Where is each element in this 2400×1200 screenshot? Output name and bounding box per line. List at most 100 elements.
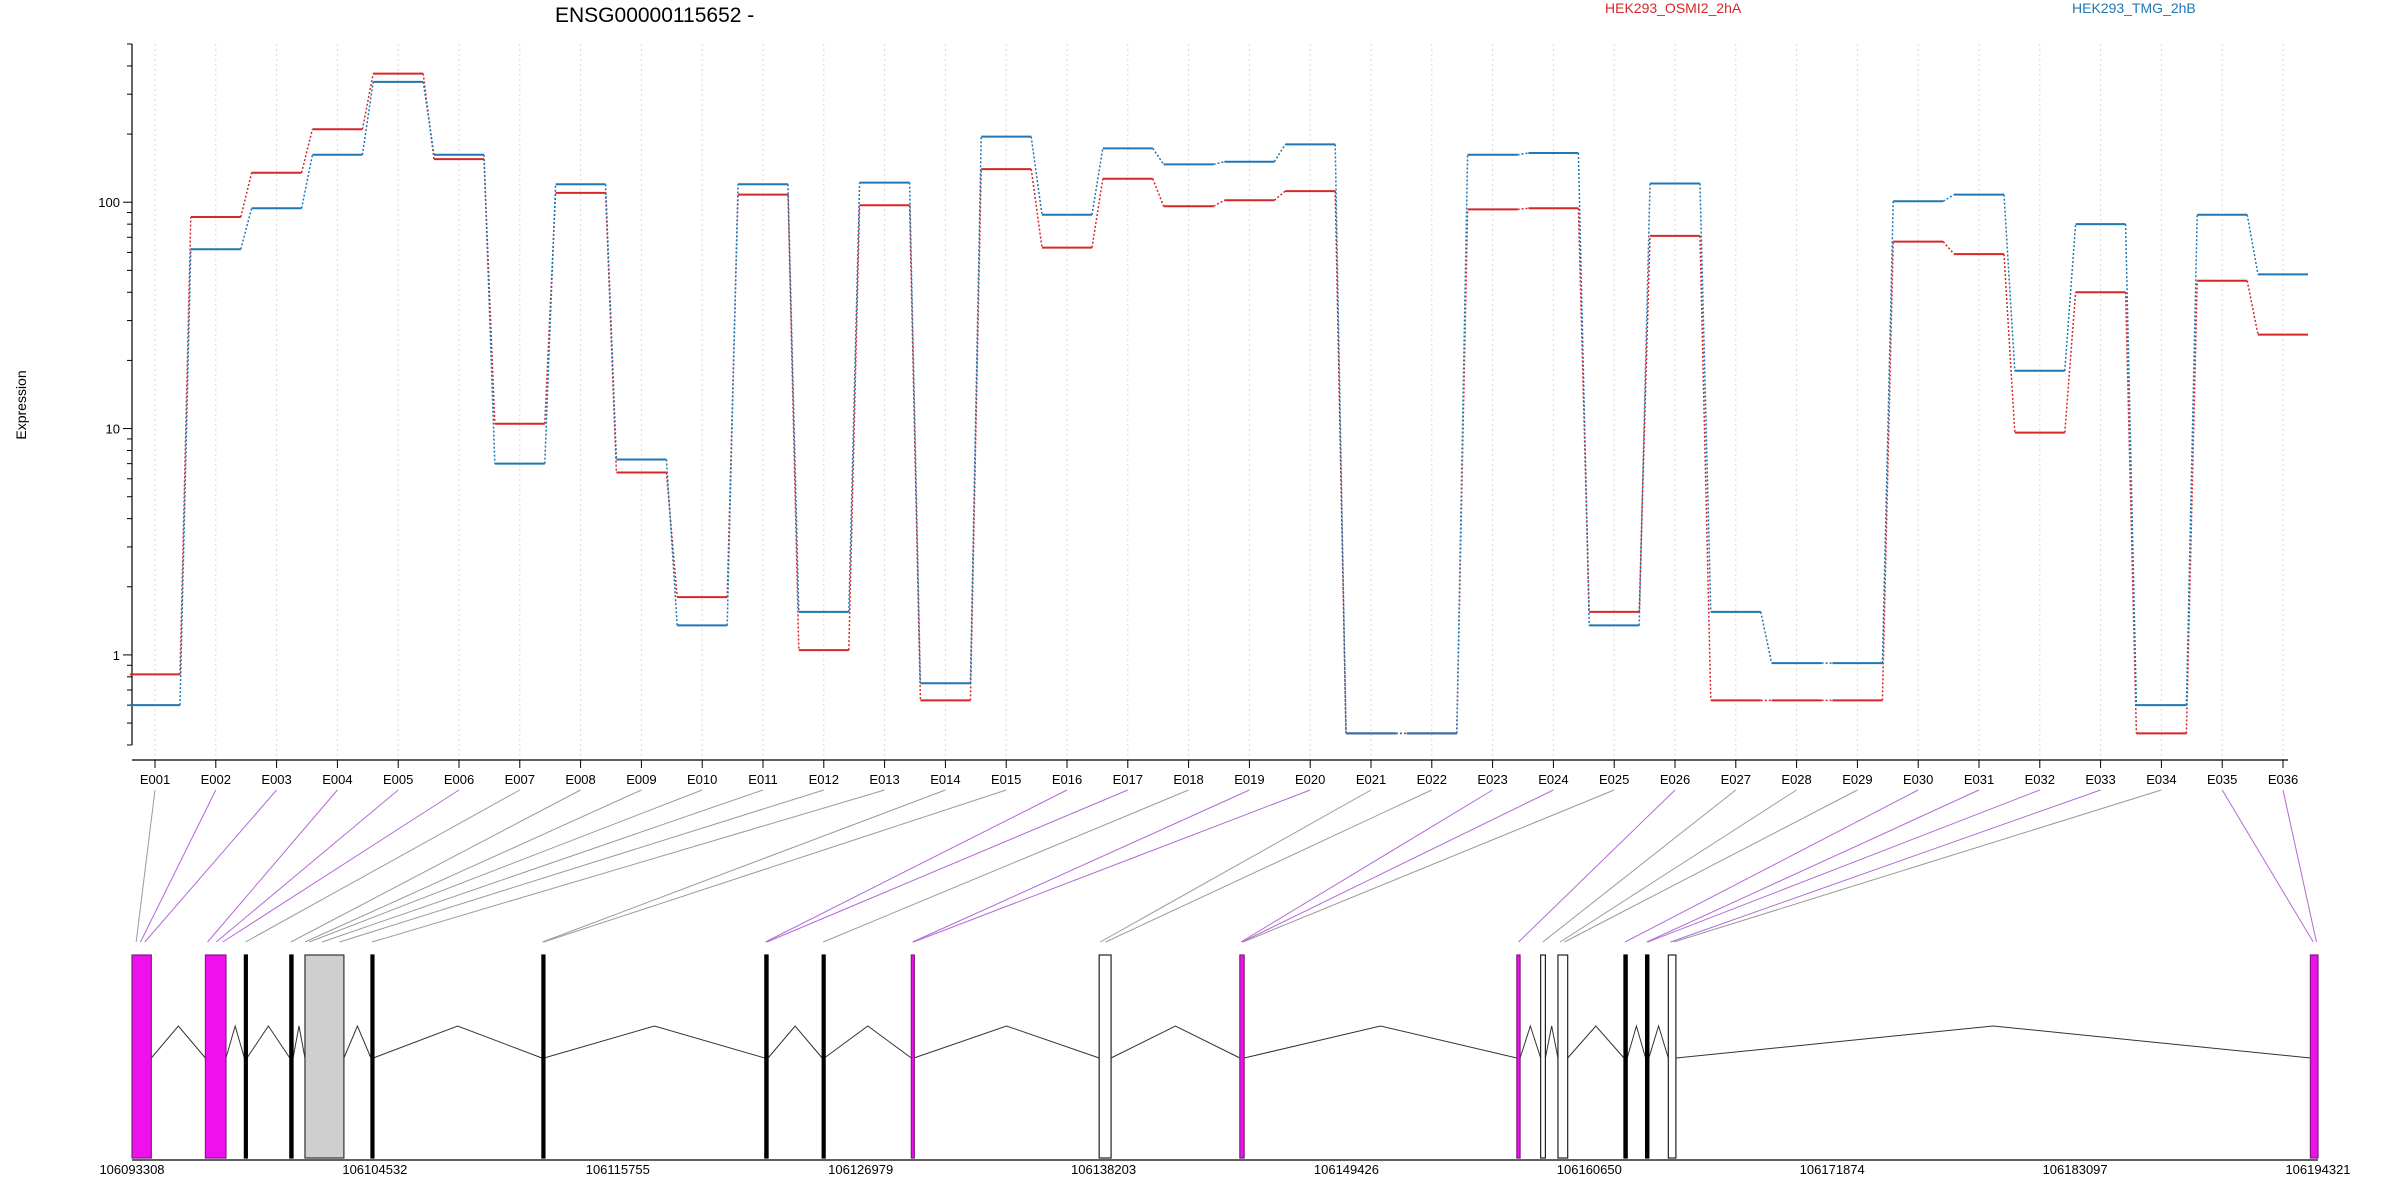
series-connector xyxy=(665,472,678,598)
grid-layer xyxy=(154,44,2284,760)
exon-bin-connector xyxy=(823,789,1189,943)
series-connector xyxy=(2064,292,2077,433)
x-tick-label: E001 xyxy=(140,772,170,787)
x-tick-label: E021 xyxy=(1356,772,1386,787)
series-connector xyxy=(908,182,922,684)
exon-bin-connector xyxy=(322,789,764,943)
x-tick-label: E031 xyxy=(1964,772,1994,787)
x-tick-label: E029 xyxy=(1842,772,1872,787)
x-tick-label: E006 xyxy=(444,772,474,787)
legend-series-1: HEK293_OSMI2_2hA xyxy=(1605,0,1742,16)
x-tick-label: E002 xyxy=(201,772,231,787)
x-tick-label: E019 xyxy=(1234,772,1264,787)
x-tick-label: E034 xyxy=(2146,772,2176,787)
intron-line xyxy=(1244,1025,1517,1059)
exon-bin-connector xyxy=(1647,789,2040,943)
genomic-position-label: 106171874 xyxy=(1800,1162,1865,1177)
series-connector xyxy=(1517,207,1529,211)
series-connector xyxy=(483,154,496,464)
series-layer xyxy=(130,72,2308,735)
intron-line xyxy=(767,1025,823,1059)
series-connector xyxy=(1881,241,1894,701)
intron-line xyxy=(824,1025,912,1059)
x-tick-label: E025 xyxy=(1599,772,1629,787)
x-tick-label: E009 xyxy=(626,772,656,787)
series-connector xyxy=(604,184,618,460)
intron-line xyxy=(1675,1025,2311,1059)
x-tick-label: E004 xyxy=(322,772,352,787)
series-connector xyxy=(1942,194,1955,202)
series-connector xyxy=(2003,194,2016,371)
legend-series-2: HEK293_TMG_2hB xyxy=(2072,0,2196,16)
x-tick-label: E016 xyxy=(1052,772,1082,787)
exon-bin-connector xyxy=(245,789,521,943)
series-connector xyxy=(1334,191,1347,734)
x-tick-label: E015 xyxy=(991,772,1021,787)
exon-bin-connector xyxy=(1242,789,1615,943)
exon-bin-connector xyxy=(542,789,946,943)
exon-box xyxy=(764,954,769,1159)
exon-bin-connector xyxy=(1518,789,1676,943)
intron-line xyxy=(292,1025,306,1059)
exon-bin-connector xyxy=(2282,789,2317,943)
series-connector xyxy=(544,184,557,464)
series-connector xyxy=(848,182,861,612)
exon-bin-connector xyxy=(2221,789,2314,943)
exon-bin-connector xyxy=(222,789,460,943)
exon-box xyxy=(370,954,375,1159)
intron-line xyxy=(913,1025,1100,1059)
x-tick-label: E012 xyxy=(809,772,839,787)
intron-line xyxy=(1110,1025,1241,1059)
exon-box xyxy=(1623,954,1628,1159)
exon-bin-connector xyxy=(1241,789,1554,943)
series-connector xyxy=(1517,152,1529,156)
series-connector xyxy=(2124,224,2138,706)
exon-box xyxy=(1644,954,1650,1159)
intron-line xyxy=(1519,1024,1542,1059)
series-connector xyxy=(240,208,253,250)
exon-bin-connector xyxy=(766,789,1128,943)
exon-box xyxy=(289,954,294,1159)
exon-bin-connector xyxy=(1559,789,1797,943)
exon-bin-connector xyxy=(912,789,1250,943)
series-connector xyxy=(2064,224,2077,371)
x-tick-label: E024 xyxy=(1538,772,1568,787)
genomic-position-label: 106194321 xyxy=(2285,1162,2350,1177)
series-2 xyxy=(130,80,2308,735)
series-connector xyxy=(2003,254,2016,433)
series-connector xyxy=(1881,201,1894,664)
intron-line xyxy=(1567,1025,1625,1059)
x-tick-label: E022 xyxy=(1417,772,1447,787)
series-connector xyxy=(300,154,314,209)
series-connector xyxy=(908,205,922,701)
series-connector xyxy=(1577,152,1590,626)
exon-bin-connector xyxy=(371,789,885,943)
series-connector xyxy=(1273,144,1286,163)
exon-bin-connector xyxy=(1564,789,1858,943)
x-tick-label: E020 xyxy=(1295,772,1325,787)
series-connector xyxy=(1030,136,1043,215)
intron-line xyxy=(373,1025,543,1059)
series-connector xyxy=(787,194,800,651)
exon-bin-connector xyxy=(1542,789,1737,943)
exon-box xyxy=(1667,954,1677,1159)
intron-line xyxy=(343,1024,372,1059)
exon-box xyxy=(1239,954,1245,1159)
series-connector xyxy=(1638,183,1651,626)
exon-box xyxy=(541,954,546,1159)
series-connector xyxy=(1699,183,1712,612)
gene-model: 106093308 106104532 106115755 106126979 1061… xyxy=(99,954,2351,1177)
x-tick-label: E032 xyxy=(2025,772,2055,787)
exon-bin-connector xyxy=(135,789,156,943)
axes-layer: 1 10 100 E001 E002 E003 E004 E005 E006 E007 E008 E0… xyxy=(98,43,2298,787)
series-connector xyxy=(300,129,314,173)
x-tick-label: E023 xyxy=(1477,772,1507,787)
genomic-position-label: 106183097 xyxy=(2043,1162,2108,1177)
x-tick-label: E018 xyxy=(1173,772,1203,787)
x-tick-label: E005 xyxy=(383,772,413,787)
genomic-position-label: 106093308 xyxy=(99,1162,164,1177)
genomic-position-label: 106160650 xyxy=(1557,1162,1622,1177)
exon-bin-connector xyxy=(309,789,703,943)
series-connector xyxy=(665,459,678,626)
x-tick-label: E033 xyxy=(2085,772,2115,787)
